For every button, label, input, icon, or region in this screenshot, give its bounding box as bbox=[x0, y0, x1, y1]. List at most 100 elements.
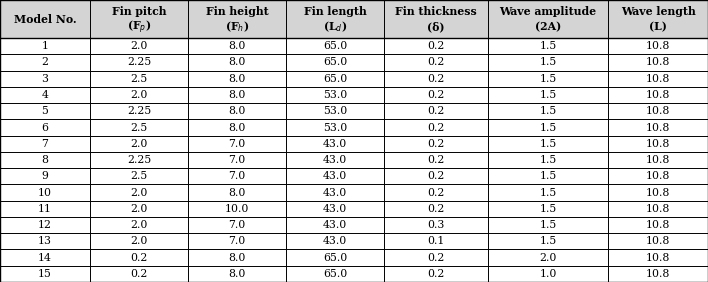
Bar bbox=[90, 217, 188, 233]
Bar bbox=[384, 0, 488, 38]
Text: 10.8: 10.8 bbox=[646, 122, 670, 133]
Text: 43.0: 43.0 bbox=[323, 155, 347, 165]
Bar bbox=[384, 233, 488, 250]
Text: 7: 7 bbox=[42, 139, 48, 149]
Bar bbox=[488, 152, 608, 168]
Bar bbox=[384, 136, 488, 152]
Text: 3: 3 bbox=[42, 74, 49, 84]
Bar bbox=[286, 217, 384, 233]
Text: Fin thickness: Fin thickness bbox=[395, 6, 477, 17]
Text: 0.2: 0.2 bbox=[428, 106, 445, 116]
Bar bbox=[286, 233, 384, 250]
Text: 1.5: 1.5 bbox=[539, 90, 556, 100]
Bar bbox=[0, 136, 90, 152]
Bar bbox=[90, 54, 188, 70]
Bar bbox=[608, 70, 708, 87]
Text: 0.2: 0.2 bbox=[428, 204, 445, 214]
Text: 10.8: 10.8 bbox=[646, 220, 670, 230]
Bar bbox=[188, 168, 286, 184]
Bar bbox=[384, 103, 488, 119]
Text: Fin length: Fin length bbox=[304, 6, 366, 17]
Text: 7.0: 7.0 bbox=[229, 171, 246, 181]
Text: 0.1: 0.1 bbox=[428, 236, 445, 246]
Text: 8.0: 8.0 bbox=[228, 188, 246, 198]
Text: (2A): (2A) bbox=[535, 21, 561, 32]
Text: 5: 5 bbox=[42, 106, 48, 116]
Text: 15: 15 bbox=[38, 269, 52, 279]
Text: 0.2: 0.2 bbox=[428, 269, 445, 279]
Text: 53.0: 53.0 bbox=[323, 106, 347, 116]
Bar bbox=[188, 54, 286, 70]
Text: 8.0: 8.0 bbox=[228, 90, 246, 100]
Bar bbox=[188, 136, 286, 152]
Bar bbox=[188, 217, 286, 233]
Bar bbox=[0, 87, 90, 103]
Text: 1.5: 1.5 bbox=[539, 41, 556, 51]
Bar bbox=[188, 87, 286, 103]
Bar bbox=[90, 168, 188, 184]
Bar bbox=[488, 103, 608, 119]
Bar bbox=[286, 168, 384, 184]
Text: 8.0: 8.0 bbox=[228, 41, 246, 51]
Bar bbox=[608, 266, 708, 282]
Bar bbox=[90, 201, 188, 217]
Text: 10.8: 10.8 bbox=[646, 188, 670, 198]
Text: 0.2: 0.2 bbox=[428, 188, 445, 198]
Text: Wave length: Wave length bbox=[621, 6, 695, 17]
Text: 2.0: 2.0 bbox=[539, 253, 556, 263]
Text: 2: 2 bbox=[42, 58, 49, 67]
Bar bbox=[188, 184, 286, 201]
Bar bbox=[0, 70, 90, 87]
Bar bbox=[608, 119, 708, 136]
Bar bbox=[90, 103, 188, 119]
Bar bbox=[608, 184, 708, 201]
Bar bbox=[488, 168, 608, 184]
Text: 2.0: 2.0 bbox=[130, 139, 148, 149]
Text: 8: 8 bbox=[42, 155, 49, 165]
Text: 10.0: 10.0 bbox=[225, 204, 249, 214]
Bar bbox=[384, 184, 488, 201]
Bar bbox=[286, 266, 384, 282]
Text: 10.8: 10.8 bbox=[646, 106, 670, 116]
Text: 7.0: 7.0 bbox=[229, 139, 246, 149]
Text: 4: 4 bbox=[42, 90, 48, 100]
Bar bbox=[286, 250, 384, 266]
Text: Wave amplitude: Wave amplitude bbox=[499, 6, 597, 17]
Text: 0.2: 0.2 bbox=[130, 269, 148, 279]
Text: 43.0: 43.0 bbox=[323, 204, 347, 214]
Text: 43.0: 43.0 bbox=[323, 236, 347, 246]
Text: 8.0: 8.0 bbox=[228, 106, 246, 116]
Text: 2.25: 2.25 bbox=[127, 155, 151, 165]
Bar bbox=[0, 266, 90, 282]
Bar bbox=[0, 103, 90, 119]
Bar bbox=[90, 152, 188, 168]
Text: Fin pitch: Fin pitch bbox=[112, 6, 166, 17]
Text: 1.5: 1.5 bbox=[539, 58, 556, 67]
Bar bbox=[0, 233, 90, 250]
Text: 10.8: 10.8 bbox=[646, 204, 670, 214]
Bar bbox=[488, 250, 608, 266]
Text: 1.5: 1.5 bbox=[539, 139, 556, 149]
Bar bbox=[90, 87, 188, 103]
Bar bbox=[488, 0, 608, 38]
Text: 43.0: 43.0 bbox=[323, 188, 347, 198]
Text: 10.8: 10.8 bbox=[646, 41, 670, 51]
Text: 65.0: 65.0 bbox=[323, 269, 347, 279]
Text: 10.8: 10.8 bbox=[646, 74, 670, 84]
Bar bbox=[608, 0, 708, 38]
Bar bbox=[384, 87, 488, 103]
Text: 2.5: 2.5 bbox=[130, 122, 148, 133]
Bar bbox=[608, 87, 708, 103]
Bar bbox=[188, 266, 286, 282]
Text: 8.0: 8.0 bbox=[228, 58, 246, 67]
Bar bbox=[286, 70, 384, 87]
Bar bbox=[0, 250, 90, 266]
Bar bbox=[286, 136, 384, 152]
Bar bbox=[286, 87, 384, 103]
Text: 11: 11 bbox=[38, 204, 52, 214]
Text: 43.0: 43.0 bbox=[323, 220, 347, 230]
Bar bbox=[384, 201, 488, 217]
Text: 7.0: 7.0 bbox=[229, 155, 246, 165]
Bar bbox=[0, 201, 90, 217]
Text: 0.2: 0.2 bbox=[428, 74, 445, 84]
